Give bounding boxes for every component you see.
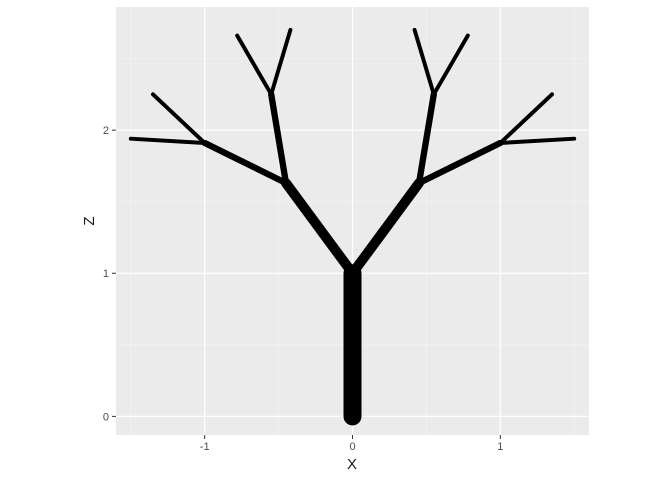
- x-tick-label: -1: [200, 441, 210, 453]
- tree-branch: [150, 92, 207, 145]
- tree-branch: [412, 27, 436, 97]
- tree-branch: [498, 136, 577, 145]
- tree-branch: [415, 139, 504, 187]
- y-axis-title: Z: [81, 216, 98, 225]
- y-tick-label: 0: [103, 411, 109, 423]
- tree-branch: [201, 139, 290, 187]
- tree-branch: [235, 33, 274, 97]
- x-tick-label: 1: [497, 441, 503, 453]
- tree-branch: [415, 91, 437, 187]
- y-tick-label: 1: [103, 268, 109, 280]
- y-axis-ticks: 0 1 2: [103, 125, 116, 423]
- x-axis-title: X: [347, 456, 357, 473]
- x-tick-label: 0: [349, 441, 355, 453]
- tree-branch: [268, 91, 290, 187]
- tree-branch: [347, 178, 424, 279]
- tree-branch: [281, 178, 358, 279]
- tree-branch: [431, 33, 470, 97]
- y-tick-label: 2: [103, 125, 109, 137]
- tree-branch: [498, 92, 555, 145]
- x-axis-ticks: -1 0 1: [200, 435, 503, 453]
- tree-branch: [269, 27, 293, 97]
- tree-branches: [128, 27, 577, 426]
- tree-branch: [128, 136, 207, 145]
